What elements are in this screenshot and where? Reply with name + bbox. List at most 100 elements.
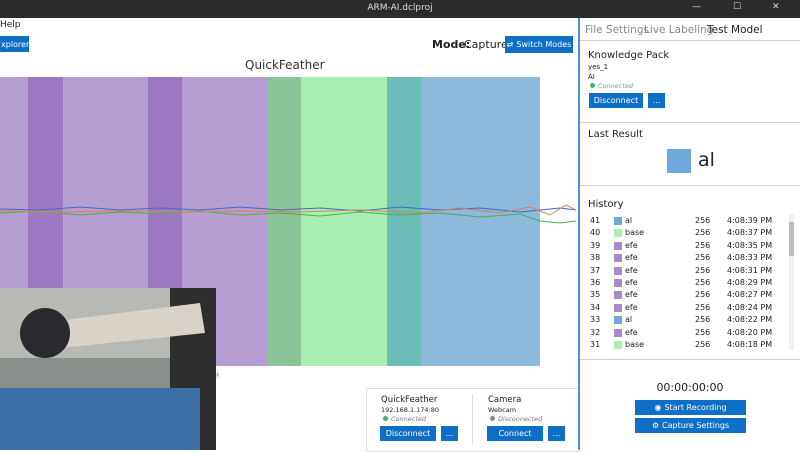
row-time: 4:08:18 PM: [727, 340, 773, 349]
row-time: 4:08:29 PM: [727, 278, 773, 287]
row-swatch: [614, 266, 622, 275]
row-id: 36: [590, 278, 601, 287]
row-time: 4:08:24 PM: [727, 302, 773, 312]
row-label: efe: [625, 240, 638, 250]
row-swatch: [614, 241, 622, 250]
tab[interactable]: Live Labeling: [644, 24, 714, 36]
row-label: base: [625, 340, 645, 349]
status-dot: [383, 416, 388, 421]
row-samples: 256: [695, 253, 711, 263]
row-label: efe: [625, 253, 638, 263]
explorer-button[interactable]: xplorer: [0, 36, 29, 52]
kp-heading: Knowledge Pack: [588, 50, 670, 61]
row-id: 34: [590, 302, 601, 312]
last-result-label: al: [698, 149, 715, 171]
separator: [580, 185, 800, 186]
row-id: 32: [590, 327, 601, 337]
kp-disconnect[interactable]: Disconnect: [589, 93, 643, 108]
device-address: Webcam: [488, 406, 517, 414]
segment: [421, 77, 540, 366]
tab[interactable]: Test Model: [707, 24, 763, 36]
last-result-heading: Last Result: [588, 129, 643, 140]
capture-settings[interactable]: ⚙ Capture Settings: [635, 418, 746, 433]
kp-type: AI: [588, 73, 595, 81]
title-bar: ARM-AI.dclproj — ☐ ✕: [0, 0, 800, 18]
device-name: Camera: [488, 395, 522, 405]
device-button[interactable]: Connect: [487, 426, 543, 441]
signal-line: [0, 210, 576, 224]
menu-help[interactable]: Help: [0, 20, 21, 30]
device-status: Connected: [383, 415, 426, 423]
switch-modes-button[interactable]: ⇄ Switch Modes: [505, 36, 573, 53]
row-samples: 256: [695, 265, 711, 275]
row-samples: 256: [695, 240, 711, 250]
scroll-thumb[interactable]: [789, 222, 794, 256]
row-swatch: [614, 279, 622, 287]
capture-settings-text: Capture Settings: [662, 421, 730, 430]
row-swatch: [614, 341, 622, 349]
row-samples: 256: [695, 290, 711, 300]
row-label: efe: [625, 265, 638, 275]
kp-status: Connected: [590, 82, 633, 90]
tab[interactable]: File Settings: [585, 24, 649, 36]
kp-status-text: Connected: [598, 82, 634, 90]
device-address: 192.168.1.174:80: [381, 406, 440, 414]
history-heading: History: [588, 199, 624, 210]
separator: [580, 359, 800, 360]
row-swatch: [614, 229, 622, 238]
row-time: 4:08:33 PM: [727, 253, 773, 263]
device-button[interactable]: Disconnect: [380, 426, 436, 441]
status-dot: [490, 416, 495, 421]
row-swatch: [614, 303, 622, 312]
row-time: 4:08:31 PM: [727, 265, 773, 275]
row-samples: 256: [695, 327, 711, 337]
row-id: 41: [590, 216, 601, 225]
webcam-view: [0, 288, 216, 450]
row-swatch: [614, 254, 622, 263]
row-time: 4:08:39 PM: [727, 216, 773, 225]
close[interactable]: ✕: [772, 2, 780, 12]
device-status-text: Disconnected: [498, 415, 543, 423]
row-id: 40: [590, 228, 601, 238]
row-samples: 256: [695, 340, 711, 349]
row-samples: 256: [695, 228, 711, 238]
switch-modes-text: Switch Modes: [516, 40, 572, 49]
separator: [580, 40, 800, 41]
row-id: 31: [590, 340, 601, 349]
row-swatch: [614, 328, 622, 337]
row-id: 37: [590, 265, 601, 275]
device-name: QuickFeather: [381, 395, 438, 405]
collapse-handle[interactable]: ‹: [216, 370, 220, 379]
minimize[interactable]: —: [692, 2, 701, 12]
maximize[interactable]: ☐: [733, 2, 742, 12]
device-status: Disconnected: [490, 415, 542, 423]
signal-line: [0, 206, 576, 213]
row-label: al: [625, 315, 633, 325]
row-swatch: [614, 316, 622, 325]
device-more[interactable]: ...: [548, 426, 565, 441]
row-id: 38: [590, 253, 601, 263]
row-label: efe: [625, 290, 638, 300]
segment: [301, 77, 387, 366]
segment: [387, 77, 421, 366]
row-time: 4:08:22 PM: [727, 315, 773, 325]
device-more[interactable]: ...: [441, 426, 458, 441]
start-recording[interactable]: ◉ Start Recording: [635, 400, 746, 415]
row-swatch: [614, 217, 622, 225]
row-label: al: [625, 216, 633, 225]
timer: 00:00:00:00: [656, 381, 724, 394]
plot-title: QuickFeather: [245, 58, 325, 72]
row-samples: 256: [695, 315, 711, 325]
row-time: 4:08:35 PM: [727, 240, 773, 250]
panel-border: [578, 18, 580, 450]
row-label: base: [625, 228, 645, 238]
row-samples: 256: [695, 302, 711, 312]
last-result-swatch: [667, 149, 691, 173]
kp-more[interactable]: ...: [648, 93, 665, 108]
row-label: efe: [625, 278, 638, 287]
scrollbar[interactable]: [789, 214, 794, 350]
mode-label: Mode:: [432, 38, 471, 51]
mode-value: Capture: [464, 38, 508, 51]
window-title: ARM-AI.dclproj: [367, 3, 433, 13]
